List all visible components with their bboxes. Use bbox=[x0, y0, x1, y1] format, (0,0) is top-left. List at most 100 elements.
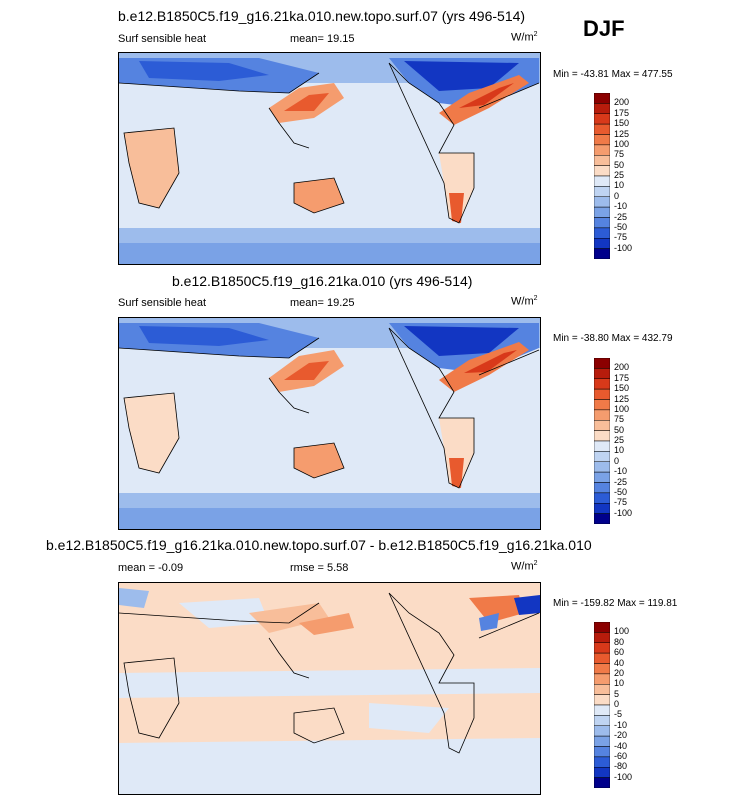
panel2-colorbar-swatch bbox=[593, 503, 611, 514]
panel1-colorbar-tick-label: -50 bbox=[614, 221, 628, 232]
panel3-colorbar-tick-label: -80 bbox=[614, 761, 628, 772]
panel1-colorbar-swatch bbox=[593, 123, 611, 135]
panel1-mean-label: mean= bbox=[290, 33, 324, 45]
panel1-map bbox=[118, 52, 541, 265]
panel1-colorbar-swatch bbox=[593, 196, 611, 208]
panel1-colorbar-tick-label: 100 bbox=[614, 138, 630, 149]
season-label: DJF bbox=[583, 16, 625, 41]
panel3-colorbar-tick-label: 40 bbox=[614, 657, 625, 668]
panel3-mean-label: mean = bbox=[118, 562, 155, 574]
panel1-colorbar-swatch bbox=[593, 186, 611, 197]
panel1-colorbar-swatch bbox=[593, 144, 611, 156]
panel1-colorbar-tick-label: 50 bbox=[614, 159, 625, 170]
panel1-colorbar-tick-label: 125 bbox=[614, 128, 630, 139]
panel3-title: b.e12.B1850C5.f19_g16.21ka.010.new.topo.… bbox=[46, 537, 592, 553]
panel3-minmax: Min = -159.82 Max = 119.81 bbox=[553, 598, 678, 609]
panel3-colorbar-tick-label: 10 bbox=[614, 678, 625, 689]
panel3-colorbar-swatch bbox=[593, 642, 611, 654]
panel1-units: W/m2 bbox=[511, 31, 538, 44]
panel1-variable: Surf sensible heat bbox=[118, 33, 207, 45]
panel3-rmse: rmse = 5.58 bbox=[290, 562, 348, 574]
panel3-colorbar-swatch bbox=[593, 684, 611, 695]
panel1-mean: mean= 19.15 bbox=[290, 33, 355, 45]
panel3-mean-value: -0.09 bbox=[158, 562, 184, 574]
panel3-colorbar-tick-label: 5 bbox=[614, 688, 620, 699]
panel1-title: b.e12.B1850C5.f19_g16.21ka.010.new.topo.… bbox=[118, 8, 526, 24]
panel3-map bbox=[118, 582, 541, 795]
panel2-colorbar-tick-label: -50 bbox=[614, 486, 628, 497]
panel2-colorbar-tick-label: 150 bbox=[614, 383, 630, 394]
panel1-colorbar-swatch bbox=[593, 206, 611, 218]
panel3-colorbar-tick-label: -60 bbox=[614, 750, 628, 761]
panel2-units: W/m2 bbox=[511, 295, 538, 308]
panel2-colorbar-tick-label: -10 bbox=[614, 466, 628, 477]
panel2-colorbar-swatch bbox=[593, 451, 611, 462]
panel3-colorbar-tick-label: 0 bbox=[614, 699, 620, 709]
panel2-colorbar-tick-label: 200 bbox=[614, 362, 630, 373]
panel3-colorbar-swatch bbox=[593, 673, 611, 685]
panel2-mean-label: mean= bbox=[290, 297, 324, 309]
panel1-colorbar-tick-label: 0 bbox=[614, 190, 620, 201]
panel3-colorbar-swatch bbox=[593, 632, 611, 643]
panel2-colorbar-swatch bbox=[593, 409, 611, 421]
panel2-colorbar-tick-label: 0 bbox=[614, 455, 620, 466]
panel3-colorbar-tick-label: 60 bbox=[614, 647, 625, 658]
panel3-colorbar-swatch bbox=[593, 777, 611, 789]
panel2-colorbar-svg bbox=[593, 357, 611, 525]
panel1-colorbar-swatch bbox=[593, 238, 611, 249]
panel1-colorbar-swatch bbox=[593, 113, 611, 125]
panel2-colorbar-swatch bbox=[593, 513, 611, 525]
panel1-colorbar-tick-label: 200 bbox=[614, 97, 630, 108]
panel3-colorbar-tick-label: -10 bbox=[614, 719, 628, 730]
panel1-colorbar-tick-label: 25 bbox=[614, 170, 625, 180]
panel3-units: W/m2 bbox=[511, 560, 538, 573]
panel3-rmse-label: rmse = bbox=[290, 562, 324, 574]
panel1-colorbar-swatch bbox=[593, 227, 611, 239]
panel1-colorbar-swatch bbox=[593, 217, 611, 229]
panel1-colorbar-swatch bbox=[593, 165, 611, 177]
panel3-colorbar-swatch bbox=[593, 694, 611, 706]
panel2-colorbar-swatch bbox=[593, 461, 611, 473]
panel2-colorbar-swatch bbox=[593, 440, 611, 452]
panel2-colorbar-tick-label: 75 bbox=[614, 414, 625, 425]
panel2-map-svg bbox=[119, 318, 540, 529]
panel1-map-svg bbox=[119, 53, 540, 264]
panel2-colorbar-swatch bbox=[593, 492, 611, 504]
panel2-colorbar bbox=[593, 357, 611, 525]
panel3-colorbar-swatch bbox=[593, 735, 611, 747]
panel1-colorbar-tick-label: 75 bbox=[614, 149, 625, 160]
panel1-colorbar-swatch bbox=[593, 248, 611, 260]
panel3-colorbar-swatch bbox=[593, 767, 611, 778]
panel2-colorbar-swatch bbox=[593, 482, 611, 494]
panel1-colorbar-swatch bbox=[593, 155, 611, 166]
panel3-colorbar-tick-label: -5 bbox=[614, 709, 623, 720]
panel2-minmax: Min = -38.80 Max = 432.79 bbox=[553, 333, 673, 344]
panel2-map bbox=[118, 317, 541, 530]
panel2-colorbar-tick-label: 50 bbox=[614, 424, 625, 435]
panel3-colorbar-swatch bbox=[593, 756, 611, 768]
panel1-colorbar-svg bbox=[593, 92, 611, 260]
panel3-colorbar-tick-label: -20 bbox=[614, 730, 628, 741]
panel3-colorbar-swatch bbox=[593, 663, 611, 675]
panel1-colorbar bbox=[593, 92, 611, 260]
panel3-colorbar-tick-label: 100 bbox=[614, 626, 630, 637]
panel2-colorbar-tick-label: -25 bbox=[614, 476, 628, 487]
panel2-colorbar-swatch bbox=[593, 368, 611, 379]
panel3-colorbar-svg bbox=[593, 621, 611, 789]
panel1-colorbar-tick-label: 175 bbox=[614, 107, 630, 118]
panel3-colorbar-tick-label: -100 bbox=[614, 771, 633, 782]
panel2-colorbar-swatch bbox=[593, 430, 611, 442]
panel2-colorbar-tick-label: 125 bbox=[614, 393, 630, 404]
panel3-colorbar-swatch bbox=[593, 746, 611, 758]
panel2-colorbar-tick-label: -75 bbox=[614, 497, 628, 508]
panel2-mean-value: 19.25 bbox=[327, 297, 355, 309]
panel1-colorbar-swatch bbox=[593, 92, 611, 104]
panel3-colorbar-tick-label: -40 bbox=[614, 740, 628, 751]
panel1-mean-value: 19.15 bbox=[327, 33, 355, 45]
panel1-colorbar-swatch bbox=[593, 134, 611, 146]
panel2-colorbar-tick-label: 10 bbox=[614, 445, 625, 456]
panel3-colorbar-swatch bbox=[593, 652, 611, 664]
panel3-colorbar-swatch bbox=[593, 725, 611, 737]
panel1-minmax: Min = -43.81 Max = 477.55 bbox=[553, 69, 673, 80]
panel2-colorbar-swatch bbox=[593, 420, 611, 431]
